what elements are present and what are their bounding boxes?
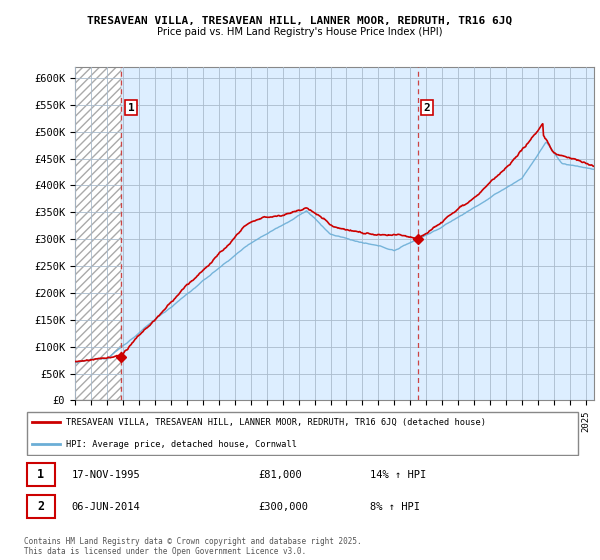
Text: 17-NOV-1995: 17-NOV-1995 <box>71 470 140 480</box>
Text: £300,000: £300,000 <box>259 502 308 512</box>
Text: 8% ↑ HPI: 8% ↑ HPI <box>370 502 420 512</box>
Text: 1: 1 <box>128 102 134 113</box>
Bar <box>27 463 55 486</box>
Text: Contains HM Land Registry data © Crown copyright and database right 2025.
This d: Contains HM Land Registry data © Crown c… <box>24 536 362 556</box>
Text: TRESAVEAN VILLA, TRESAVEAN HILL, LANNER MOOR, REDRUTH, TR16 6JQ (detached house): TRESAVEAN VILLA, TRESAVEAN HILL, LANNER … <box>66 418 486 427</box>
Text: 2: 2 <box>37 500 44 514</box>
Text: Price paid vs. HM Land Registry's House Price Index (HPI): Price paid vs. HM Land Registry's House … <box>157 27 443 37</box>
Text: 14% ↑ HPI: 14% ↑ HPI <box>370 470 426 480</box>
Text: 06-JUN-2014: 06-JUN-2014 <box>71 502 140 512</box>
Text: 2: 2 <box>424 102 430 113</box>
Text: £81,000: £81,000 <box>259 470 302 480</box>
Text: 1: 1 <box>37 468 44 481</box>
Text: TRESAVEAN VILLA, TRESAVEAN HILL, LANNER MOOR, REDRUTH, TR16 6JQ: TRESAVEAN VILLA, TRESAVEAN HILL, LANNER … <box>88 16 512 26</box>
Bar <box>75 67 121 400</box>
FancyBboxPatch shape <box>27 412 578 455</box>
Bar <box>27 495 55 519</box>
Text: HPI: Average price, detached house, Cornwall: HPI: Average price, detached house, Corn… <box>66 440 297 449</box>
